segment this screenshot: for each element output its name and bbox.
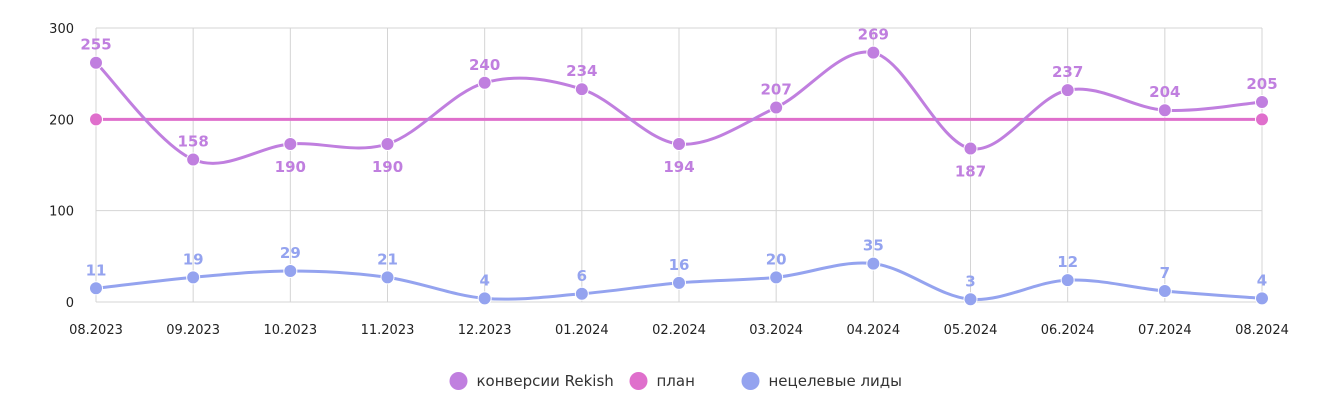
data-point (89, 281, 103, 296)
x-tick-label: 08.2023 (69, 323, 123, 338)
data-point (283, 136, 298, 151)
data-point (866, 256, 881, 271)
data-label: 194 (663, 158, 694, 176)
y-tick-label: 200 (49, 113, 74, 128)
data-label: 190 (275, 158, 306, 176)
x-tick-label: 01.2024 (555, 323, 609, 338)
data-label: 158 (178, 133, 209, 151)
data-point (1157, 103, 1172, 118)
data-label: 205 (1246, 75, 1277, 93)
data-label: 11 (86, 261, 107, 279)
data-label: 255 (80, 36, 111, 54)
data-label: 21 (377, 250, 398, 268)
data-point (186, 152, 201, 167)
data-label: 269 (858, 26, 889, 44)
data-label: 7 (1160, 264, 1170, 282)
data-label: 204 (1149, 83, 1180, 101)
y-tick-label: 0 (66, 296, 74, 311)
legend-label: план (657, 372, 695, 390)
data-label: 190 (372, 158, 403, 176)
legend-label: конверсии Rekish (477, 372, 614, 390)
x-tick-label: 06.2024 (1041, 323, 1095, 338)
data-label: 12 (1057, 253, 1078, 271)
data-point (89, 55, 103, 70)
legend-item: нецелевые лиды (741, 372, 903, 390)
legend-marker (629, 372, 648, 390)
data-point (477, 75, 492, 90)
data-label: 35 (863, 237, 884, 255)
x-tick-label: 08.2024 (1235, 323, 1289, 338)
data-point (1255, 112, 1269, 127)
data-label: 6 (577, 267, 587, 285)
legend-label: нецелевые лиды (769, 372, 903, 390)
data-point (963, 292, 978, 307)
x-tick-label: 10.2023 (263, 323, 317, 338)
data-point (89, 112, 103, 127)
data-point (672, 275, 686, 290)
x-tick-label: 04.2024 (846, 323, 900, 338)
legend-item: конверсии Rekish (449, 372, 614, 390)
data-point (1255, 94, 1269, 109)
series-layer (89, 45, 1269, 307)
legend-item: план (629, 372, 695, 390)
x-tick-label: 03.2024 (749, 323, 803, 338)
axes: 0 100 200 300 08.2023 09.2023 10.2023 11.2023 12… (49, 22, 1289, 338)
data-label: 29 (280, 244, 301, 262)
data-label: 240 (469, 56, 500, 74)
data-point (283, 263, 298, 278)
data-point (1255, 291, 1269, 306)
data-point (866, 45, 881, 60)
data-label: 207 (761, 80, 792, 98)
y-tick-label: 300 (49, 22, 74, 37)
legend-marker (449, 372, 468, 390)
x-tick-label: 02.2024 (652, 323, 706, 338)
data-point (380, 136, 395, 151)
data-point (477, 291, 492, 306)
data-point (380, 270, 395, 285)
data-label: 4 (479, 271, 489, 289)
data-point (1060, 273, 1075, 288)
x-tick-label: 12.2023 (458, 323, 512, 338)
x-tick-label: 11.2023 (361, 323, 415, 338)
data-label: 187 (955, 163, 986, 181)
data-point (1157, 284, 1172, 299)
legend: конверсии Rekish план нецелевые лиды (449, 372, 903, 390)
data-point (574, 82, 589, 97)
data-label: 237 (1052, 63, 1083, 81)
data-point (574, 286, 589, 301)
data-point (186, 270, 201, 285)
data-point (769, 100, 784, 115)
data-label: 16 (669, 256, 690, 274)
x-tick-label: 09.2023 (166, 323, 220, 338)
data-label: 19 (183, 250, 204, 268)
x-tick-label: 05.2024 (944, 323, 998, 338)
data-point (672, 136, 686, 151)
data-label: 3 (965, 272, 975, 290)
data-point (963, 141, 978, 156)
data-point (769, 270, 784, 285)
x-tick-label: 07.2024 (1138, 323, 1192, 338)
data-label: 4 (1257, 271, 1267, 289)
data-label: 20 (766, 250, 787, 268)
data-point (1060, 83, 1075, 98)
data-label: 234 (566, 62, 597, 80)
legend-marker (741, 372, 760, 390)
y-tick-label: 100 (49, 205, 74, 220)
